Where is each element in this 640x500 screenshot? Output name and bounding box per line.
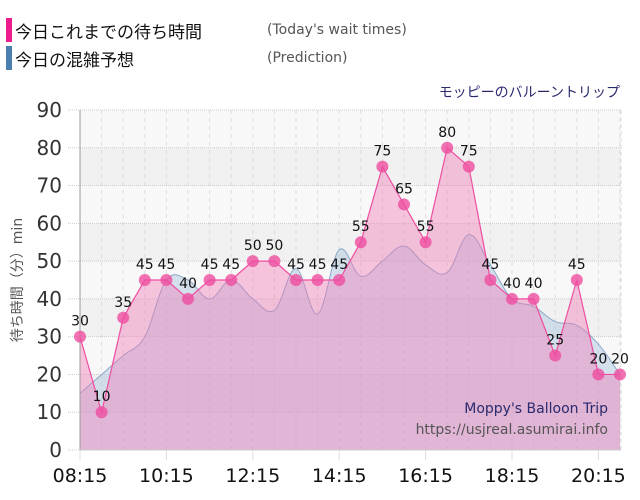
y-tick-label: 20 xyxy=(37,362,62,386)
x-tick-label: 20:15 xyxy=(571,465,626,487)
data-label: 55 xyxy=(352,219,370,235)
data-label: 50 xyxy=(244,238,262,254)
data-point[interactable] xyxy=(246,255,259,268)
data-label: 45 xyxy=(157,257,175,273)
data-label: 55 xyxy=(417,219,435,235)
legend-label-en: (Today's wait times) xyxy=(267,22,407,38)
data-label: 25 xyxy=(546,333,564,349)
x-tick-label: 12:15 xyxy=(225,465,280,487)
data-point[interactable] xyxy=(138,274,151,286)
data-label: 75 xyxy=(373,144,391,160)
data-label: 45 xyxy=(568,257,586,273)
data-label: 45 xyxy=(330,257,348,273)
data-point[interactable] xyxy=(182,292,194,305)
plot-band xyxy=(80,412,621,450)
plot-band xyxy=(80,374,621,413)
y-tick-label: 60 xyxy=(37,211,62,235)
data-label: 40 xyxy=(179,276,197,292)
legend-item-prediction: 今日の混雑予想 (Prediction) xyxy=(6,44,407,72)
plot-band xyxy=(80,223,621,262)
data-label: 20 xyxy=(611,351,629,367)
data-point[interactable] xyxy=(311,274,324,286)
legend-label-en: (Prediction) xyxy=(267,50,348,66)
data-point[interactable] xyxy=(398,198,410,211)
y-tick-label: 90 xyxy=(37,98,62,122)
x-tick-label: 10:15 xyxy=(139,465,194,487)
data-label: 45 xyxy=(136,257,154,273)
data-point[interactable] xyxy=(549,349,562,362)
watermark-url: https://usjreal.asumirai.info xyxy=(415,422,608,438)
data-point[interactable] xyxy=(290,274,302,286)
data-label: 45 xyxy=(481,257,499,273)
plot-band xyxy=(80,336,621,375)
y-axis-label: 待ち時間（分）min xyxy=(10,218,26,342)
plot-band xyxy=(80,147,621,186)
today-area xyxy=(80,147,620,450)
y-tick-label: 30 xyxy=(37,325,62,349)
legend: 今日これまでの待ち時間 (Today's wait times) 今日の混雑予想… xyxy=(6,16,407,72)
data-point[interactable] xyxy=(462,160,475,173)
data-point[interactable] xyxy=(74,330,86,343)
data-point[interactable] xyxy=(614,368,626,381)
data-point[interactable] xyxy=(268,255,281,268)
x-tick-label: 14:15 xyxy=(312,465,367,487)
data-point[interactable] xyxy=(592,368,605,381)
legend-item-today: 今日これまでの待ち時間 (Today's wait times) xyxy=(6,16,407,44)
x-tick-label: 16:15 xyxy=(398,465,453,487)
data-point[interactable] xyxy=(160,274,173,286)
data-label: 20 xyxy=(589,351,607,367)
y-tick-label: 70 xyxy=(37,174,62,198)
prediction-area xyxy=(80,234,620,450)
x-tick-label: 08:15 xyxy=(53,465,108,487)
attraction-title: モッピーのバルーントリップ xyxy=(438,85,620,101)
data-point[interactable] xyxy=(117,311,130,324)
legend-swatch-prediction xyxy=(6,46,12,70)
x-tick-label: 18:15 xyxy=(485,465,540,487)
data-point[interactable] xyxy=(570,274,583,286)
data-label: 40 xyxy=(503,276,521,292)
data-label: 45 xyxy=(287,257,305,273)
plot-band xyxy=(80,185,621,224)
data-point[interactable] xyxy=(484,274,497,286)
data-point[interactable] xyxy=(354,236,367,249)
data-label: 35 xyxy=(114,295,132,311)
data-point[interactable] xyxy=(419,236,432,249)
data-point[interactable] xyxy=(441,141,454,154)
data-label: 80 xyxy=(438,125,456,141)
data-point[interactable] xyxy=(376,160,389,173)
plot-band xyxy=(80,110,621,148)
legend-swatch-today xyxy=(6,18,12,42)
data-point[interactable] xyxy=(506,292,518,305)
data-label: 50 xyxy=(265,238,283,254)
data-label: 45 xyxy=(201,257,219,273)
data-point[interactable] xyxy=(225,274,238,286)
data-point[interactable] xyxy=(333,274,346,286)
y-tick-label: 10 xyxy=(37,400,62,424)
data-label: 30 xyxy=(71,314,89,330)
data-label: 45 xyxy=(222,257,240,273)
data-point[interactable] xyxy=(203,274,216,286)
y-tick-label: 0 xyxy=(49,438,62,462)
y-tick-label: 50 xyxy=(37,249,62,273)
data-label: 65 xyxy=(395,181,413,197)
y-tick-label: 40 xyxy=(37,287,62,311)
legend-label-jp: 今日の混雑予想 xyxy=(15,50,134,71)
data-point[interactable] xyxy=(527,292,540,305)
legend-label-jp: 今日これまでの待ち時間 xyxy=(15,22,202,43)
data-label: 10 xyxy=(93,389,111,405)
data-label: 45 xyxy=(309,257,327,273)
data-label: 40 xyxy=(525,276,543,292)
watermark-attraction-name: Moppy's Balloon Trip xyxy=(464,401,608,417)
data-point[interactable] xyxy=(95,406,108,419)
y-tick-label: 80 xyxy=(37,136,62,160)
data-label: 75 xyxy=(460,144,478,160)
